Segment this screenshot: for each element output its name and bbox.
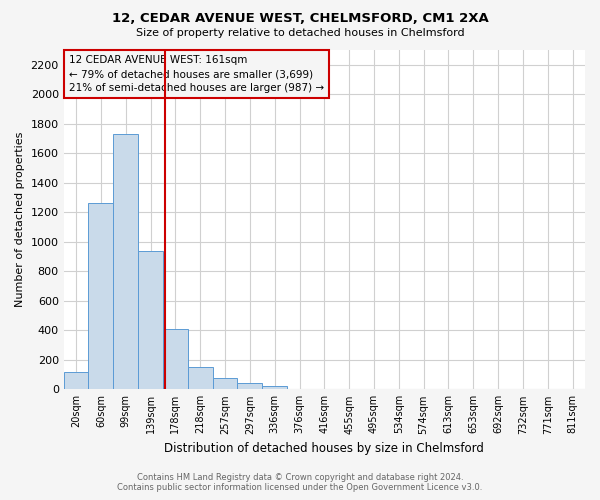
Bar [113, 134, 138, 390]
X-axis label: Distribution of detached houses by size in Chelmsford: Distribution of detached houses by size … [164, 442, 484, 455]
Text: 12, CEDAR AVENUE WEST, CHELMSFORD, CM1 2XA: 12, CEDAR AVENUE WEST, CHELMSFORD, CM1 2… [112, 12, 488, 26]
Y-axis label: Number of detached properties: Number of detached properties [15, 132, 25, 308]
Text: Size of property relative to detached houses in Chelmsford: Size of property relative to detached ho… [136, 28, 464, 38]
Text: Contains HM Land Registry data © Crown copyright and database right 2024.
Contai: Contains HM Land Registry data © Crown c… [118, 473, 482, 492]
Bar [212, 378, 238, 390]
Bar [64, 372, 88, 390]
Text: 12 CEDAR AVENUE WEST: 161sqm
← 79% of detached houses are smaller (3,699)
21% of: 12 CEDAR AVENUE WEST: 161sqm ← 79% of de… [69, 55, 324, 93]
Bar [262, 386, 287, 390]
Bar [163, 329, 188, 390]
Bar [138, 250, 163, 390]
Bar [188, 367, 212, 390]
Bar [88, 204, 113, 390]
Bar [238, 384, 262, 390]
